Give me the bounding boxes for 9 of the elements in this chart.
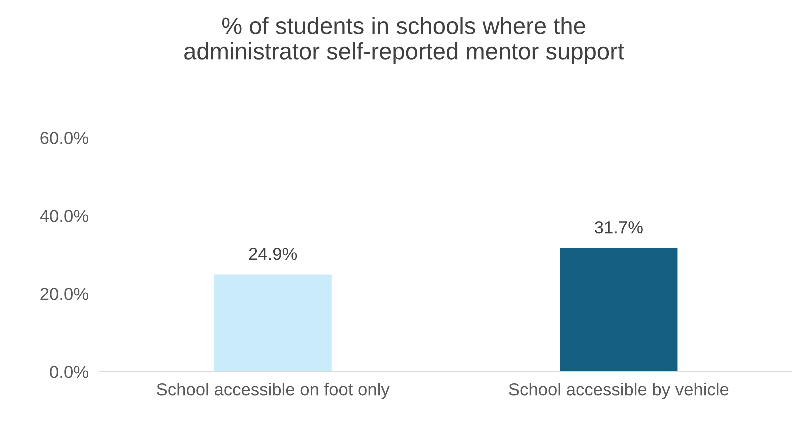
- chart-title: % of students in schools where the administrator self-reported mentor support: [184, 17, 624, 65]
- y-tick-label: 0.0%: [50, 366, 88, 378]
- y-tick-label: 60.0%: [40, 132, 88, 144]
- x-tick-label: School accessible on foot only: [157, 383, 390, 400]
- x-tick-label: School accessible by vehicle: [509, 383, 729, 400]
- y-tick-label: 40.0%: [40, 210, 88, 222]
- y-tick-label: 20.0%: [40, 288, 88, 300]
- data-label: 31.7%: [594, 221, 643, 234]
- data-label: 24.9%: [249, 248, 298, 260]
